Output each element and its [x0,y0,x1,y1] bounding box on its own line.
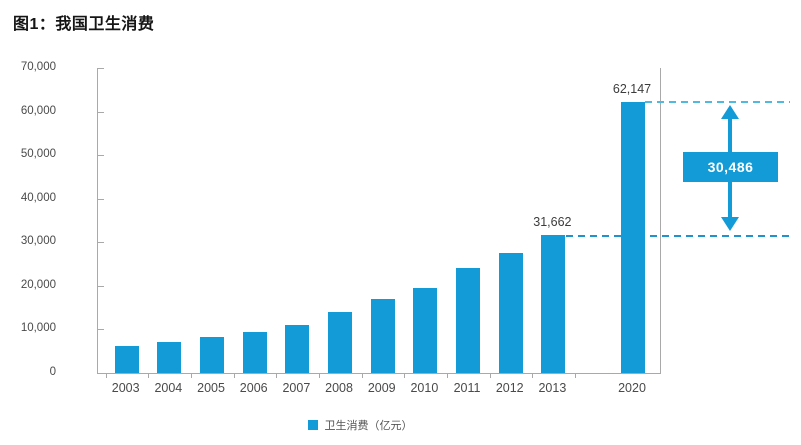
bar-2005 [200,337,225,373]
x-tick-mark [361,373,363,378]
y-tick-label: 30,000 [20,235,56,248]
bar-value-label: 62,147 [612,82,652,97]
bar-2008 [328,312,353,373]
bar-2011 [456,268,481,373]
legend: 卫生消费（亿元） [60,417,660,433]
x-tick-mark [575,373,577,378]
x-tick-mark [489,373,491,378]
y-tick-label: 10,000 [20,322,56,335]
x-tick-mark [404,373,406,378]
y-tick-mark [98,373,104,374]
y-tick-label: 70,000 [20,61,56,73]
legend-label: 卫生消费（亿元） [324,420,413,432]
y-tick-mark [98,111,104,113]
legend-swatch-icon [307,420,318,430]
bar-value-label: 31,662 [533,215,572,230]
bar-2013 [541,235,566,373]
bar-2003 [114,346,139,373]
x-tick-label: 2005 [197,381,225,395]
bar-2004 [157,342,182,373]
x-tick-mark [532,373,534,378]
bar-2010 [413,288,438,373]
x-tick-label: 2003 [111,381,140,395]
x-tick-label: 2012 [495,381,524,395]
y-tick-mark [98,285,104,287]
x-tick-label: 2020 [618,381,646,395]
y-tick-mark [98,329,104,331]
x-tick-label: 2007 [282,381,311,395]
x-tick-mark [447,373,449,378]
bar-2006 [242,332,267,373]
x-tick-label: 2004 [154,381,183,395]
y-axis-labels: 70,000 60,000 50,000 40,000 30,000 20,000 10,0… [0,0,56,445]
difference-value-box: 30,486 [683,152,778,182]
x-tick-mark [105,373,107,378]
arrow-down-icon [721,217,739,231]
x-tick-mark [148,373,150,378]
x-tick-mark [233,373,235,378]
y-tick-mark [98,155,104,157]
dashed-line-2013-level [566,235,790,237]
figure-title: 图1：我国卫生消费 [13,16,155,33]
y-tick-label: 50,000 [20,148,56,161]
bar-2012 [498,252,523,373]
x-tick-label: 2010 [410,381,439,395]
dashed-line-2020-level [645,101,790,103]
x-tick-mark [191,373,193,378]
bar-2009 [370,298,395,373]
y-tick-label: 60,000 [20,104,56,117]
y-tick-mark [98,242,104,244]
y-tick-label: 0 [49,366,56,378]
x-tick-label: 2011 [453,381,481,395]
x-tick-label: 2013 [538,381,567,395]
y-tick-label: 20,000 [20,278,56,291]
y-tick-label: 40,000 [20,191,56,204]
x-tick-mark [319,373,321,378]
x-tick-mark [276,373,278,378]
bar-2007 [285,325,310,373]
y-tick-mark [98,68,104,69]
plot-area [97,68,661,378]
y-tick-mark [98,198,104,200]
x-tick-label: 2009 [367,381,396,395]
arrow-up-icon [721,105,739,119]
x-tick-label: 2006 [239,381,268,395]
x-tick-label: 2008 [325,381,353,395]
bar-2020 [621,102,645,373]
